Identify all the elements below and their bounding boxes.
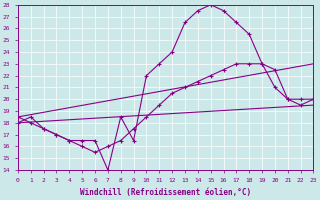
X-axis label: Windchill (Refroidissement éolien,°C): Windchill (Refroidissement éolien,°C) [80, 188, 251, 197]
